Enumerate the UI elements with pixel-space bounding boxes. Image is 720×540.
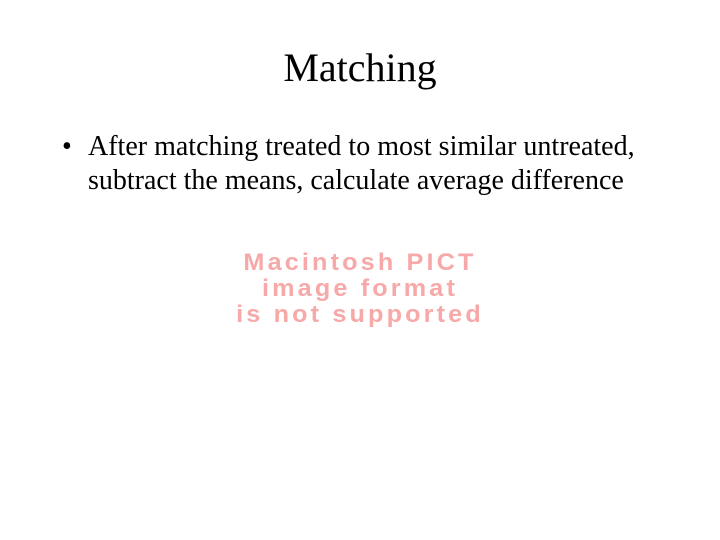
bullet-item: • After matching treated to most similar…	[60, 130, 670, 198]
pict-placeholder: Macintosh PICT image format is not suppo…	[242, 250, 478, 328]
pict-line-2: image format	[236, 276, 484, 302]
bullet-marker: •	[60, 130, 88, 164]
slide: Matching • After matching treated to mos…	[0, 0, 720, 540]
slide-body: • After matching treated to most similar…	[60, 130, 670, 198]
slide-title: Matching	[0, 44, 720, 91]
pict-line-1: Macintosh PICT	[236, 250, 484, 276]
bullet-text: After matching treated to most similar u…	[88, 130, 670, 198]
pict-line-3: is not supported	[236, 302, 484, 328]
